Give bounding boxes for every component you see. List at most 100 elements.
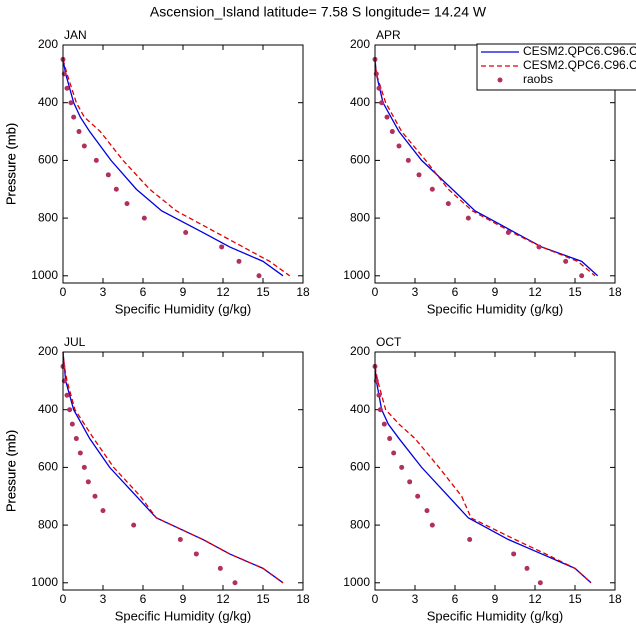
data-point	[511, 551, 517, 557]
figure-title: Ascension_Island latitude= 7.58 S longit…	[150, 4, 487, 20]
y-tick-label: 1000	[343, 268, 370, 282]
x-tick-label: 15	[256, 592, 270, 606]
y-tick-label: 1000	[343, 575, 370, 589]
x-tick-label: 12	[216, 285, 230, 299]
data-point	[391, 450, 397, 456]
y-tick-label: 200	[38, 37, 58, 51]
x-tick-label: 3	[412, 592, 419, 606]
y-tick-label: 400	[38, 402, 58, 416]
x-tick-label: 15	[568, 592, 582, 606]
data-point	[415, 493, 421, 499]
y-tick-label: 800	[350, 210, 370, 224]
data-point	[387, 436, 393, 442]
data-point	[85, 479, 91, 485]
x-tick-label: 9	[180, 592, 187, 606]
x-tick-label: 3	[100, 592, 107, 606]
x-tick-label: 3	[100, 285, 107, 299]
y-tick-label: 800	[38, 517, 58, 531]
data-point	[376, 85, 382, 91]
plot-area	[60, 56, 291, 279]
x-tick-label: 0	[372, 592, 379, 606]
data-point	[524, 565, 530, 571]
x-tick-label: 15	[568, 285, 582, 299]
y-axis-label: Pressure (mb)	[3, 430, 18, 512]
y-tick-label: 200	[350, 37, 370, 51]
data-point	[405, 157, 411, 163]
x-tick-label: 0	[60, 285, 67, 299]
data-line	[374, 366, 592, 584]
data-point	[424, 508, 430, 514]
data-point	[256, 273, 262, 279]
data-point	[384, 114, 390, 120]
data-point	[113, 186, 119, 192]
data-point	[399, 464, 405, 470]
x-tick-label: 9	[180, 285, 187, 299]
data-point	[81, 464, 87, 470]
x-axis-label: Specific Humidity (g/kg)	[427, 608, 564, 623]
x-tick-label: 6	[452, 592, 459, 606]
plot-frame	[62, 44, 304, 284]
data-point	[77, 450, 83, 456]
x-axis-label: Specific Humidity (g/kg)	[115, 608, 252, 623]
x-tick-label: 12	[216, 592, 230, 606]
data-point	[381, 421, 387, 427]
data-point	[445, 201, 451, 207]
y-tick-label: 400	[350, 402, 370, 416]
data-point	[64, 392, 70, 398]
data-point	[379, 100, 385, 106]
data-point	[81, 143, 87, 149]
data-point	[69, 421, 75, 427]
y-tick-label: 800	[350, 517, 370, 531]
data-point	[376, 392, 382, 398]
data-point	[141, 215, 147, 221]
x-tick-label: 0	[60, 592, 67, 606]
data-point	[579, 273, 585, 279]
data-point	[416, 172, 422, 178]
x-tick-label: 0	[372, 285, 379, 299]
x-tick-label: 6	[452, 285, 459, 299]
plot-area	[60, 351, 284, 586]
data-point	[217, 565, 223, 571]
data-point	[193, 551, 199, 557]
data-point	[536, 244, 542, 250]
data-point	[396, 143, 402, 149]
data-point	[537, 580, 543, 586]
data-line	[374, 59, 596, 277]
x-tick-label: 18	[608, 592, 622, 606]
x-tick-label: 15	[256, 285, 270, 299]
y-axis-label: Pressure (mb)	[3, 430, 18, 512]
data-point	[505, 230, 511, 236]
legend-label: raobs	[523, 72, 553, 86]
panel-title: JAN	[64, 28, 87, 42]
y-tick-label: 1000	[31, 268, 58, 282]
data-line	[62, 59, 284, 277]
data-line	[62, 351, 284, 584]
data-point	[183, 230, 189, 236]
plot-area	[372, 363, 592, 586]
panel-title: OCT	[376, 335, 402, 349]
data-point	[67, 407, 73, 413]
data-point	[100, 508, 106, 514]
data-point	[92, 493, 98, 499]
data-point	[131, 522, 137, 528]
y-tick-label: 600	[350, 153, 370, 167]
data-point	[68, 100, 74, 106]
x-tick-label: 12	[528, 592, 542, 606]
data-point	[76, 129, 82, 135]
x-axis-label: Specific Humidity (g/kg)	[427, 301, 564, 316]
x-tick-label: 3	[412, 285, 419, 299]
data-point	[105, 172, 111, 178]
x-tick-label: 18	[296, 285, 310, 299]
x-tick-label: 12	[528, 285, 542, 299]
panel-title: JUL	[64, 335, 86, 349]
data-point	[467, 537, 473, 543]
y-tick-label: 200	[350, 344, 370, 358]
x-tick-label: 6	[140, 285, 147, 299]
data-point	[124, 201, 130, 207]
legend-label: CESM2.QPC6.C96.C9	[523, 44, 636, 58]
y-tick-label: 600	[350, 460, 370, 474]
data-point	[465, 215, 471, 221]
data-point	[236, 258, 242, 264]
